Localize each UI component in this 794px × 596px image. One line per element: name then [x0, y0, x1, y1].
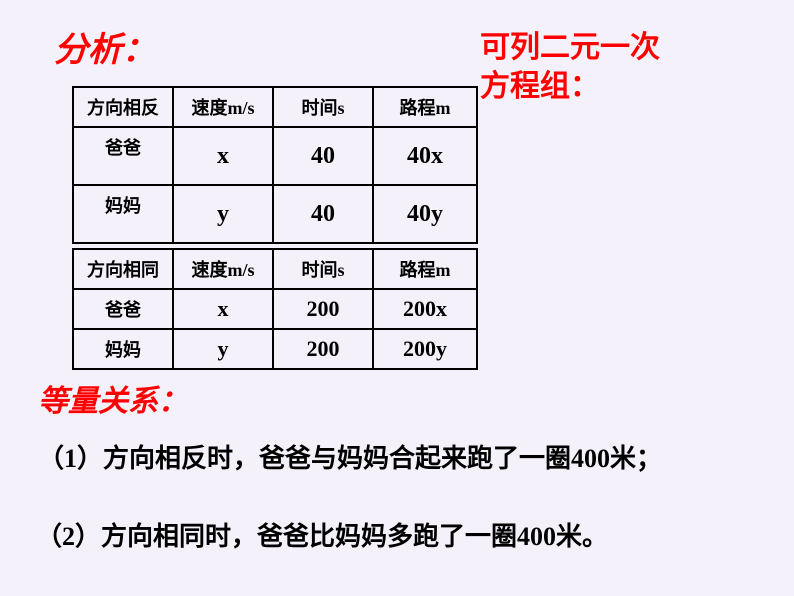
side-note-line2: 方程组：: [480, 67, 660, 106]
row-label-mom: 妈妈: [73, 185, 173, 243]
th-speed: 速度m/s: [173, 249, 273, 289]
cell-speed: x: [173, 289, 273, 329]
table-row: 爸爸 x 40 40x: [73, 127, 477, 185]
cell-distance: 200y: [373, 329, 477, 369]
side-note-line1: 可列二元一次: [480, 28, 660, 67]
table-row: 方向相同 速度m/s 时间s 路程m: [73, 249, 477, 289]
side-note: 可列二元一次 方程组：: [480, 28, 660, 106]
cell-distance: 40x: [373, 127, 477, 185]
table-opposite-direction: 方向相反 速度m/s 时间s 路程m 爸爸 x 40 40x 妈妈 y 40 4…: [72, 86, 478, 244]
cell-time: 40: [273, 185, 373, 243]
relation-title: 等量关系：: [38, 376, 188, 420]
th-distance: 路程m: [373, 87, 477, 127]
th-speed: 速度m/s: [173, 87, 273, 127]
row-label-dad: 爸爸: [73, 289, 173, 329]
th-time: 时间s: [273, 249, 373, 289]
table-same-direction: 方向相同 速度m/s 时间s 路程m 爸爸 x 200 200x 妈妈 y 20…: [72, 248, 478, 370]
analysis-title: 分析：: [54, 22, 156, 71]
cell-time: 40: [273, 127, 373, 185]
table-row: 爸爸 x 200 200x: [73, 289, 477, 329]
th-direction: 方向相反: [73, 87, 173, 127]
th-direction: 方向相同: [73, 249, 173, 289]
th-time: 时间s: [273, 87, 373, 127]
cell-speed: y: [173, 329, 273, 369]
relation-line-2: （2）方向相同时，爸爸比妈妈多跑了一圈400米。: [36, 516, 608, 553]
row-label-mom: 妈妈: [73, 329, 173, 369]
relation-line-1: （1）方向相反时，爸爸与妈妈合起来跑了一圈400米；: [38, 438, 662, 475]
th-distance: 路程m: [373, 249, 477, 289]
cell-speed: y: [173, 185, 273, 243]
table-row: 妈妈 y 200 200y: [73, 329, 477, 369]
cell-time: 200: [273, 289, 373, 329]
cell-distance: 40y: [373, 185, 477, 243]
cell-time: 200: [273, 329, 373, 369]
table-row: 方向相反 速度m/s 时间s 路程m: [73, 87, 477, 127]
cell-distance: 200x: [373, 289, 477, 329]
table-row: 妈妈 y 40 40y: [73, 185, 477, 243]
row-label-dad: 爸爸: [73, 127, 173, 185]
cell-speed: x: [173, 127, 273, 185]
